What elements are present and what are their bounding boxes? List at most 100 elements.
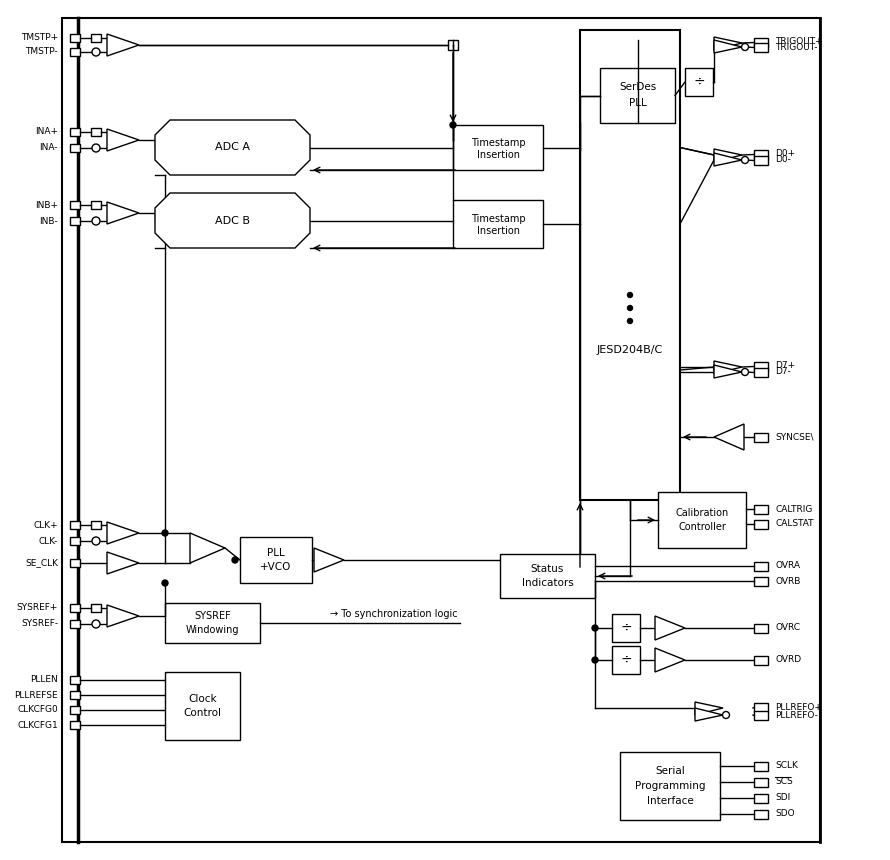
Polygon shape [695,708,723,721]
Bar [612,646,640,674]
Text: OVRD: OVRD [775,655,801,665]
Bar [754,794,768,802]
Text: TMSTP-: TMSTP- [26,47,58,57]
Polygon shape [714,365,742,378]
Bar [70,48,80,56]
Circle shape [92,217,100,225]
Bar [70,217,80,225]
Polygon shape [714,424,744,450]
Text: Insertion: Insertion [476,150,520,159]
Polygon shape [714,153,742,166]
Circle shape [741,157,748,163]
Polygon shape [107,202,139,224]
Bar [453,125,543,170]
Bar [754,761,768,771]
Text: PLLREFSE: PLLREFSE [14,691,58,699]
Text: Clock: Clock [188,694,217,704]
Bar [70,559,80,567]
Text: INB+: INB+ [35,200,58,210]
Text: SE_CLK: SE_CLK [25,558,58,568]
Bar [91,128,101,136]
Circle shape [162,530,168,536]
Bar [754,362,768,371]
Circle shape [627,318,633,323]
Text: ADC B: ADC B [215,216,250,225]
Text: OVRB: OVRB [775,576,800,586]
Bar [685,68,713,96]
Text: SYNCSE\: SYNCSE\ [775,433,813,441]
Text: Status: Status [530,564,564,574]
Bar [70,676,80,684]
Polygon shape [314,548,344,572]
Bar [70,144,80,152]
Circle shape [741,368,748,376]
Text: ADC A: ADC A [215,143,250,152]
Text: CLKCFG0: CLKCFG0 [17,705,58,715]
Polygon shape [714,37,742,50]
Polygon shape [695,702,723,715]
Text: D0-: D0- [775,156,791,164]
Circle shape [450,122,456,128]
Bar [70,537,80,545]
Circle shape [92,620,100,628]
Text: CLKCFG1: CLKCFG1 [17,721,58,729]
Text: SYSREF-: SYSREF- [20,619,58,629]
Bar [70,721,80,729]
Text: PLLREFO+: PLLREFO+ [775,703,821,711]
Bar [754,156,768,165]
Text: JESD204B/C: JESD204B/C [597,345,663,355]
Text: Timestamp: Timestamp [471,138,525,148]
Bar [453,200,543,248]
Polygon shape [107,34,139,56]
Bar [754,711,768,720]
Bar [91,521,101,529]
Text: +VCO: +VCO [260,562,292,572]
Bar [70,604,80,612]
Circle shape [162,580,168,586]
Bar [70,128,80,136]
Text: Indicators: Indicators [522,578,573,588]
Circle shape [723,711,730,718]
Bar [754,505,768,513]
Bar [754,519,768,529]
Polygon shape [107,129,139,151]
Text: PLLREFO-: PLLREFO- [775,710,818,720]
Polygon shape [107,552,139,574]
Bar [62,18,820,842]
Polygon shape [714,149,742,162]
Circle shape [592,625,598,631]
Bar [754,576,768,586]
Bar [754,562,768,570]
Bar [70,691,80,699]
Polygon shape [155,193,310,248]
Bar [448,40,458,50]
Bar [165,672,240,740]
Text: SDI: SDI [775,794,790,802]
Text: Serial: Serial [655,766,685,776]
Text: Interface: Interface [647,796,693,806]
Text: PLL: PLL [267,548,285,558]
Bar [620,752,720,820]
Text: PLL: PLL [628,97,646,108]
Text: OVRA: OVRA [775,562,800,570]
Text: CLK+: CLK+ [34,520,58,530]
Polygon shape [714,361,742,374]
Text: Insertion: Insertion [476,226,520,236]
Polygon shape [190,533,225,563]
Bar [91,34,101,42]
Polygon shape [107,522,139,544]
Text: SYSREF+: SYSREF+ [17,604,58,612]
Bar [754,433,768,441]
Circle shape [627,305,633,310]
Bar [70,34,80,42]
Text: D0+: D0+ [775,150,795,158]
Polygon shape [655,616,685,640]
Bar [70,521,80,529]
Text: SCLK: SCLK [775,761,797,771]
Circle shape [741,44,748,51]
Text: TMSTP+: TMSTP+ [20,34,58,42]
Text: Calibration: Calibration [676,508,729,518]
Text: Controller: Controller [678,522,726,532]
Bar [70,620,80,628]
Text: Programming: Programming [635,781,705,791]
